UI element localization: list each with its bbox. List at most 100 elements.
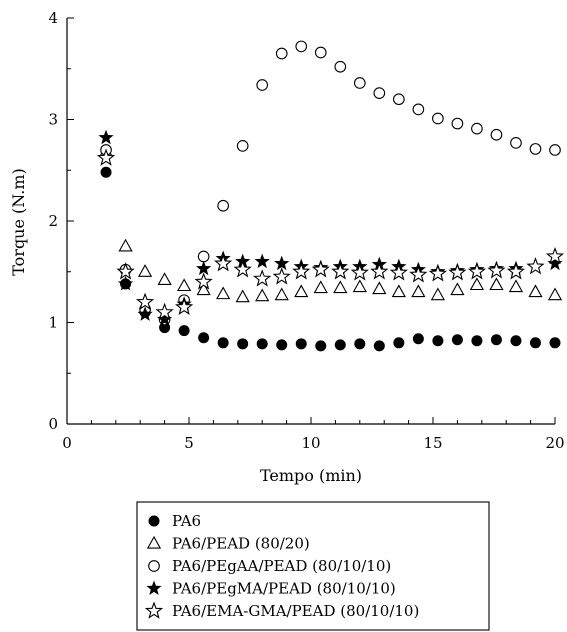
data-point [508, 279, 524, 293]
legend-item: PA6 [148, 512, 201, 530]
data-point [490, 128, 503, 141]
data-point [233, 260, 252, 278]
legend-marker [146, 580, 162, 595]
data-point [156, 311, 173, 326]
data-point [96, 148, 116, 166]
data-point [430, 287, 445, 301]
legend-marker [144, 601, 164, 619]
data-point [412, 333, 424, 345]
data-point [469, 277, 485, 291]
data-point [526, 257, 545, 275]
data-point [451, 117, 464, 130]
data-point [412, 103, 425, 116]
data-point [157, 272, 172, 285]
data-point [432, 112, 444, 125]
legend-item: PA6/PEgMA/PEAD (80/10/10) [146, 580, 396, 598]
data-point [489, 277, 504, 291]
data-point [428, 264, 447, 282]
data-point [135, 292, 155, 310]
data-point [471, 122, 483, 135]
legend: PA6 PA6/PEAD (80/20) PA6/PEgAA/PEAD (80/10… [136, 501, 490, 631]
data-point [333, 280, 348, 294]
x-tick-label: 0 [62, 434, 72, 452]
legend-marker [148, 515, 160, 527]
legend-box [136, 501, 490, 631]
data-point [510, 335, 522, 347]
data-point [311, 260, 330, 278]
data-point [98, 129, 114, 145]
data-point [372, 281, 387, 295]
data-point [529, 337, 541, 349]
legend-item: PA6/PEgAA/PEAD (80/10/10) [148, 557, 391, 575]
data-point [354, 338, 366, 350]
data-point [294, 284, 309, 298]
data-point [547, 255, 563, 271]
data-point [352, 279, 367, 293]
data-point [471, 335, 483, 347]
data-point [178, 325, 190, 337]
series-2 [98, 144, 563, 303]
data-point [255, 288, 270, 302]
data-point [194, 272, 213, 290]
series-5 [96, 148, 565, 321]
data-point [236, 140, 249, 152]
data-point [409, 265, 428, 283]
data-point [373, 87, 386, 99]
series-4 [98, 129, 563, 326]
x-ticks: 0 5 10 15 20 [62, 417, 565, 452]
data-point [467, 262, 487, 280]
data-point [214, 254, 233, 272]
data-point [197, 250, 210, 263]
data-point [490, 334, 502, 346]
data-point [545, 246, 565, 265]
data-point [118, 238, 133, 252]
data-point [334, 60, 347, 73]
data-point [256, 338, 268, 350]
y-tick-label: 4 [48, 9, 58, 27]
data-point [235, 289, 250, 303]
data-point [274, 287, 289, 301]
data-point [253, 269, 272, 287]
data-point [196, 282, 211, 296]
data-point [529, 143, 542, 155]
data-point [116, 262, 135, 280]
data-point [276, 339, 288, 351]
data-point [314, 46, 327, 59]
data-point [487, 261, 506, 279]
data-point [411, 284, 426, 298]
data-point [315, 340, 327, 352]
x-tick-label: 15 [423, 434, 442, 452]
data-points [96, 40, 565, 352]
data-point [137, 306, 153, 321]
data-point [547, 287, 563, 301]
data-point [353, 77, 366, 89]
data-point [331, 262, 350, 280]
x-tick-label: 20 [545, 434, 564, 452]
data-point [370, 262, 389, 280]
data-point [432, 335, 444, 347]
legend-label: PA6/PEgAA/PEAD (80/10/10) [172, 557, 391, 575]
legend-label: PA6/PEAD (80/20) [172, 535, 310, 553]
data-point [549, 337, 561, 349]
data-point [196, 260, 212, 276]
legend-marker [148, 560, 160, 572]
data-point [295, 40, 308, 53]
data-point [392, 93, 405, 106]
data-point [313, 280, 328, 294]
data-point [117, 275, 134, 291]
data-point [159, 322, 171, 334]
legend-label: PA6/PEgMA/PEAD (80/10/10) [172, 580, 396, 598]
data-point [217, 199, 230, 212]
legend-marker [146, 535, 162, 549]
y-tick-label: 1 [48, 314, 58, 332]
data-point [217, 337, 229, 349]
legend-item: PA6/PEAD (80/20) [146, 535, 310, 553]
data-point [451, 334, 463, 346]
data-point [275, 47, 288, 60]
data-point [292, 262, 311, 280]
data-point [295, 338, 307, 350]
legend-label: PA6 [172, 512, 201, 530]
y-tick-label: 3 [48, 111, 58, 129]
data-point [350, 263, 369, 281]
